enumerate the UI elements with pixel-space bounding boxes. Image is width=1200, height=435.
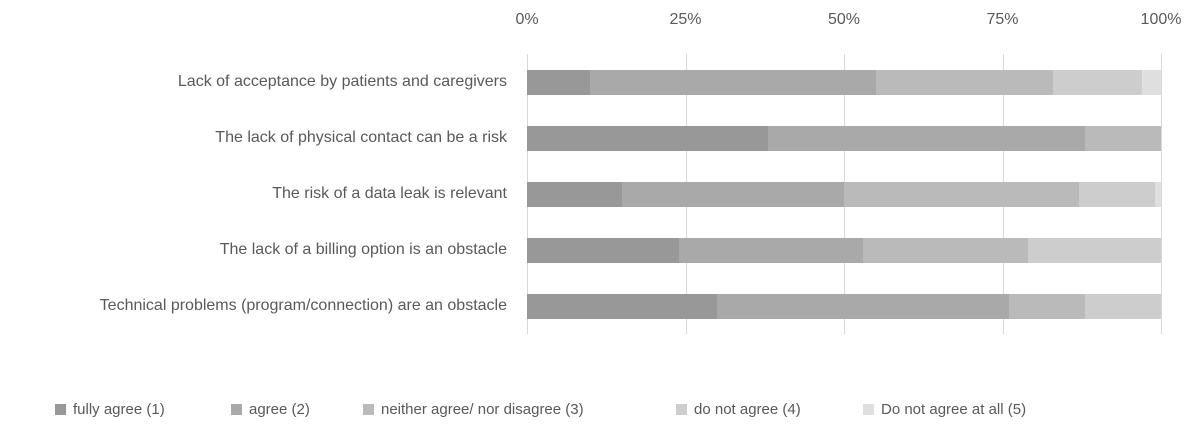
legend-label: agree (2) [249,400,310,418]
category-label: The lack of physical contact can be a ri… [215,129,507,146]
bar-row [527,69,1161,95]
gridline [1161,54,1162,334]
bar-segment [717,293,1009,319]
bar-row [527,237,1161,263]
bar-segment [1084,125,1161,151]
category-label: Technical problems (program/connection) … [99,297,507,314]
legend-swatch [231,403,242,415]
bar-segment [1078,181,1155,207]
bar-segment [843,181,1079,207]
legend-swatch [363,403,374,415]
legend-item: neither agree/ nor disagree (3) [363,398,584,420]
x-axis-tick-label: 100% [1140,11,1182,28]
bar-segment [622,181,844,207]
bar-segment [527,181,623,207]
bar-segment [767,125,1085,151]
bar-segment [1154,181,1161,207]
category-label: The lack of a billing option is an obsta… [219,241,507,258]
legend-swatch [55,403,66,415]
bar-segment [527,293,718,319]
legend-item: do not agree (4) [676,398,801,420]
legend-label: do not agree (4) [694,400,801,418]
legend-item: agree (2) [231,398,310,420]
bar-segment [527,237,680,263]
bar-row [527,181,1161,207]
x-axis-tick-label: 75% [986,11,1019,28]
legend-swatch [676,403,687,415]
category-label: Lack of acceptance by patients and careg… [177,73,507,90]
legend-swatch [863,403,874,415]
bar-segment [1141,69,1161,95]
bar-segment [863,237,1028,263]
category-label: The risk of a data leak is relevant [272,185,507,202]
bar-segment [1008,293,1085,319]
bar-segment [679,237,864,263]
bar-segment [875,69,1054,95]
bar-segment [1084,293,1161,319]
bar-segment [527,125,768,151]
bar-segment [590,69,876,95]
x-axis-tick-label: 25% [669,11,702,28]
legend-label: neither agree/ nor disagree (3) [381,400,584,418]
bar-segment [1027,237,1161,263]
legend-item: fully agree (1) [55,398,165,420]
legend-item: Do not agree at all (5) [863,398,1026,420]
bar-row [527,293,1161,319]
legend-label: fully agree (1) [73,400,165,418]
bar-row [527,125,1161,151]
bar-segment [527,69,591,95]
x-axis-tick-label: 0% [515,11,539,28]
legend-label: Do not agree at all (5) [881,400,1027,418]
bar-segment [1053,69,1142,95]
x-axis-tick-label: 50% [827,11,861,28]
